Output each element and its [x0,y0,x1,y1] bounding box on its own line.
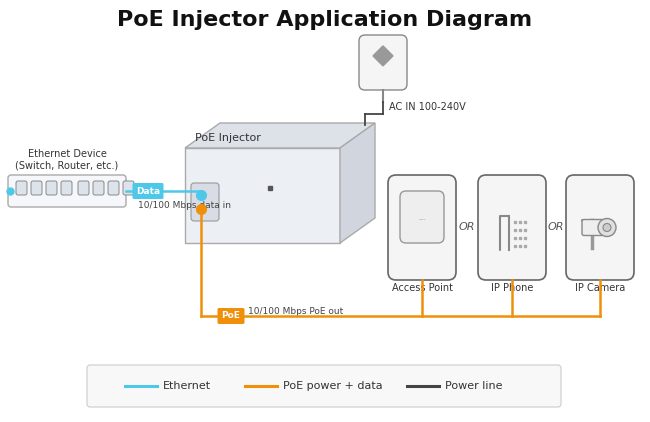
Text: PoE: PoE [222,311,240,320]
FancyBboxPatch shape [61,181,72,195]
FancyBboxPatch shape [582,219,604,235]
Text: PoE Injector Application Diagram: PoE Injector Application Diagram [118,10,532,30]
FancyBboxPatch shape [46,181,57,195]
FancyBboxPatch shape [478,175,546,280]
Polygon shape [340,123,375,243]
FancyBboxPatch shape [191,183,219,221]
Text: Data: Data [136,187,160,195]
Polygon shape [185,123,375,148]
Circle shape [598,219,616,236]
Text: ---: --- [418,216,426,222]
FancyBboxPatch shape [400,191,444,243]
Polygon shape [185,148,340,243]
FancyBboxPatch shape [87,365,561,407]
FancyBboxPatch shape [123,181,134,195]
Text: Ethernet: Ethernet [163,381,211,391]
FancyBboxPatch shape [31,181,42,195]
Text: 10/100 Mbps PoE out: 10/100 Mbps PoE out [248,306,343,316]
Text: Ethernet Device
(Switch, Router, etc.): Ethernet Device (Switch, Router, etc.) [16,149,118,171]
FancyBboxPatch shape [93,181,104,195]
Text: PoE Injector: PoE Injector [195,133,261,143]
FancyBboxPatch shape [8,175,126,207]
FancyBboxPatch shape [566,175,634,280]
Text: IP Phone: IP Phone [491,283,533,293]
FancyBboxPatch shape [133,183,164,199]
FancyBboxPatch shape [359,35,407,90]
FancyBboxPatch shape [388,175,456,280]
Text: 10/100 Mbps data in: 10/100 Mbps data in [138,200,231,209]
FancyBboxPatch shape [108,181,119,195]
Circle shape [603,224,611,232]
Text: Power line: Power line [445,381,502,391]
Polygon shape [373,46,393,66]
Text: Access Point: Access Point [391,283,452,293]
Text: PoE power + data: PoE power + data [283,381,383,391]
Text: IP Camera: IP Camera [575,283,625,293]
Text: OR: OR [459,222,475,233]
Text: AC IN 100-240V: AC IN 100-240V [389,102,466,112]
FancyBboxPatch shape [78,181,89,195]
FancyBboxPatch shape [16,181,27,195]
Text: OR: OR [548,222,564,233]
FancyBboxPatch shape [218,308,244,324]
